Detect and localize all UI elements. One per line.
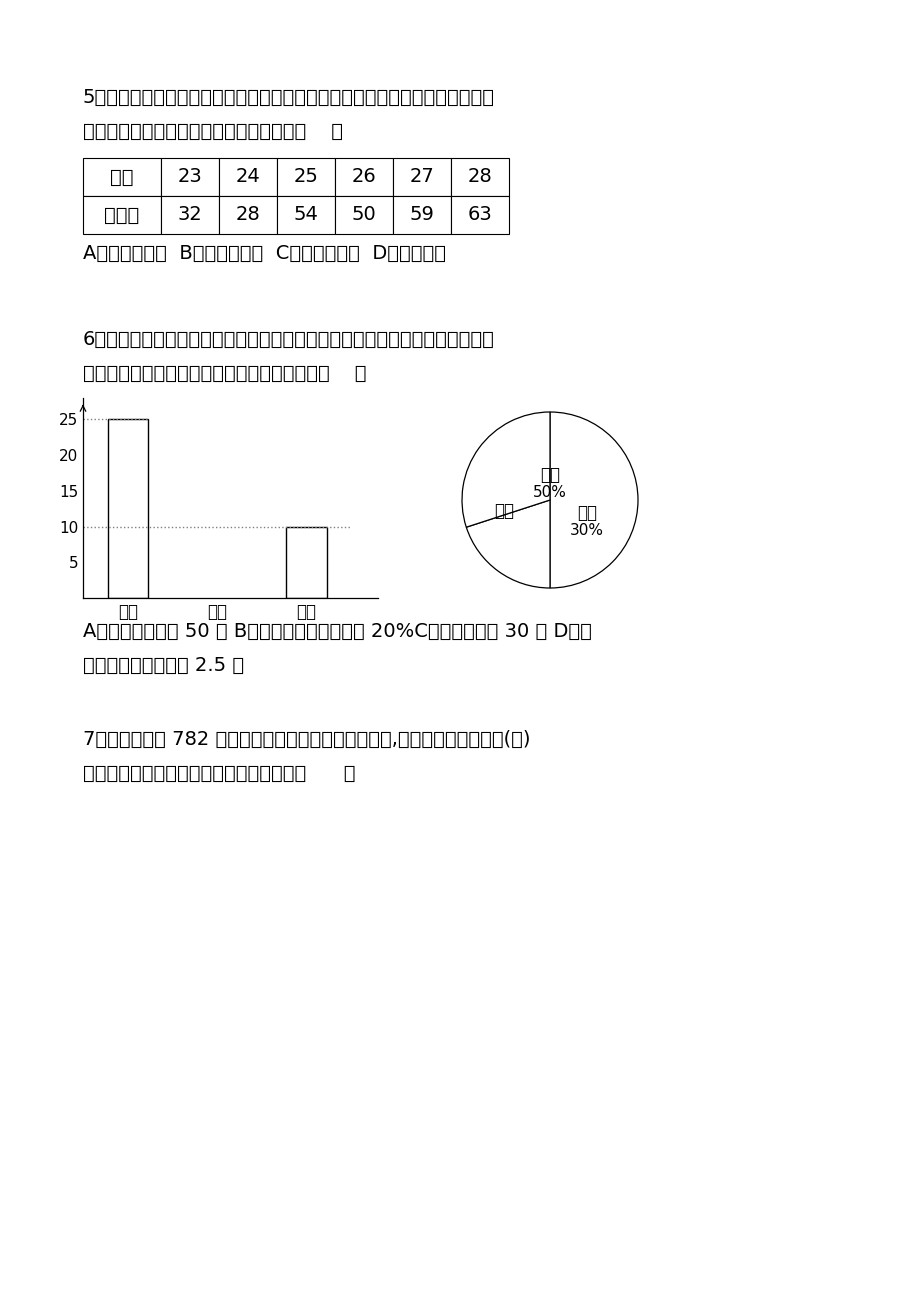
FancyBboxPatch shape — [392, 197, 450, 234]
Text: 27: 27 — [409, 168, 434, 186]
FancyBboxPatch shape — [450, 158, 508, 197]
Bar — [108, 419, 148, 598]
Text: 23: 23 — [177, 168, 202, 186]
FancyBboxPatch shape — [277, 197, 335, 234]
FancyBboxPatch shape — [219, 158, 277, 197]
FancyBboxPatch shape — [335, 197, 392, 234]
FancyBboxPatch shape — [392, 158, 450, 197]
Text: 出获得奖牌情况是上升还是下降，应采用（    ）: 出获得奖牌情况是上升还是下降，应采用（ ） — [83, 122, 343, 141]
Text: 6．如图是某班全体学生外出时乘车、步行、骑车的人数分布直方图和扇形分布: 6．如图是某班全体学生外出时乘车、步行、骑车的人数分布直方图和扇形分布 — [83, 329, 494, 349]
Text: 32: 32 — [177, 206, 202, 224]
Text: 59: 59 — [409, 206, 434, 224]
FancyBboxPatch shape — [161, 197, 219, 234]
Text: 5．如表所示，是中国奥运健儿在奥运会中获得的奖牌的情况，为了更清楚地看: 5．如表所示，是中国奥运健儿在奥运会中获得的奖牌的情况，为了更清楚地看 — [83, 89, 494, 107]
Text: 50: 50 — [351, 206, 376, 224]
Text: 28: 28 — [235, 206, 260, 224]
FancyBboxPatch shape — [83, 158, 161, 197]
Text: 图（两图都不完整），则下列结论中错误的是（    ）: 图（两图都不完整），则下列结论中错误的是（ ） — [83, 365, 366, 383]
Text: 24: 24 — [235, 168, 260, 186]
Text: 步行: 步行 — [576, 504, 596, 522]
FancyBboxPatch shape — [277, 158, 335, 197]
Text: 乘车: 乘车 — [539, 466, 560, 484]
Text: 30%: 30% — [570, 523, 603, 538]
FancyBboxPatch shape — [83, 197, 161, 234]
Text: 骑车: 骑车 — [494, 501, 514, 519]
Text: 26: 26 — [351, 168, 376, 186]
Text: 奖牌数: 奖牌数 — [104, 206, 140, 224]
FancyBboxPatch shape — [219, 197, 277, 234]
Text: 25: 25 — [293, 168, 318, 186]
Text: 7．如图为某校 782 名学生小考成绩的次数分配直方图,若下列有一选项为图(一): 7．如图为某校 782 名学生小考成绩的次数分配直方图,若下列有一选项为图(一) — [83, 730, 530, 749]
Text: 50%: 50% — [532, 486, 566, 500]
Text: 成绩的累积次数分配直方图，则此图为何（      ）: 成绩的累积次数分配直方图，则此图为何（ ） — [83, 764, 355, 783]
FancyBboxPatch shape — [335, 158, 392, 197]
Text: 28: 28 — [467, 168, 492, 186]
Text: A．条形统计图  B．折线统计图  C．扇形统计图  D．以上都对: A．条形统计图 B．折线统计图 C．扇形统计图 D．以上都对 — [83, 243, 446, 263]
Text: A．该班总人数为 50 人 B．骑车人数占总人数的 20%C．步行人数为 30 人 D．乘: A．该班总人数为 50 人 B．骑车人数占总人数的 20%C．步行人数为 30 … — [83, 622, 591, 641]
Text: 54: 54 — [293, 206, 318, 224]
FancyBboxPatch shape — [161, 158, 219, 197]
Wedge shape — [550, 411, 637, 589]
Wedge shape — [461, 411, 550, 527]
Wedge shape — [466, 500, 550, 589]
Text: 63: 63 — [467, 206, 492, 224]
FancyBboxPatch shape — [450, 197, 508, 234]
Text: 车人数是骑车人数的 2.5 倍: 车人数是骑车人数的 2.5 倍 — [83, 656, 244, 674]
Text: 屆数: 屆数 — [110, 168, 133, 186]
Bar — [286, 526, 326, 598]
